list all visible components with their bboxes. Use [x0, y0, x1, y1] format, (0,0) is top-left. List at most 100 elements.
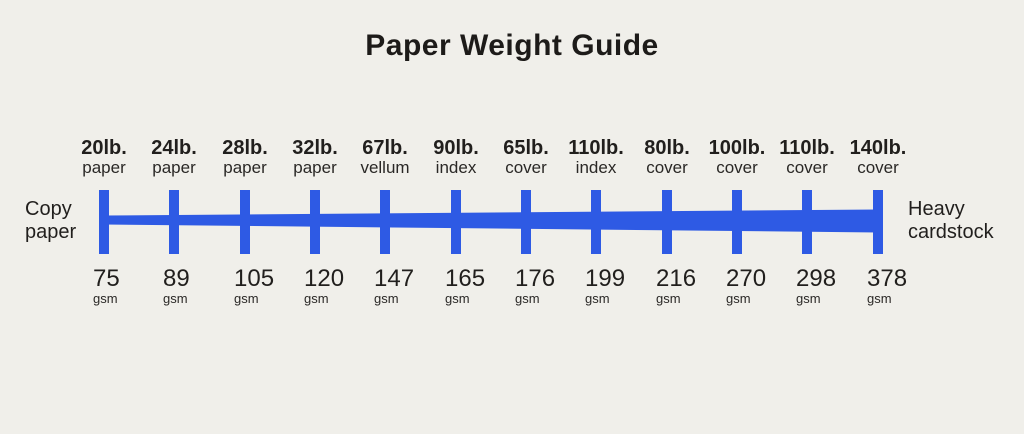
gsm-value: 165: [445, 265, 486, 292]
weight-label: 67lb. vellum: [335, 137, 435, 177]
weight-lb-label: 24lb.: [151, 137, 197, 159]
weight-lb-label: 28lb.: [222, 137, 268, 159]
tick-mark: [169, 190, 179, 254]
gsm-unit: gsm: [93, 291, 118, 306]
weight-type-label: cover: [786, 158, 828, 177]
gsm-label: 216 gsm: [656, 265, 696, 305]
weight-lb-label: 110lb.: [568, 137, 624, 159]
gsm-unit: gsm: [234, 291, 259, 306]
gsm-label: 176 gsm: [515, 265, 555, 305]
wedge-shape: [104, 209, 878, 233]
gsm-label: 270 gsm: [726, 265, 766, 305]
scale-start-label-line1: Copy: [25, 198, 72, 220]
weight-label: 32lb. paper: [265, 137, 365, 177]
scale-item: 110lb. cover 298 gsm: [757, 0, 857, 434]
gsm-label: 75 gsm: [93, 265, 120, 305]
gsm-unit: gsm: [445, 291, 470, 306]
gsm-value: 89: [163, 265, 190, 292]
weight-type-label: paper: [152, 158, 196, 177]
scale-item: 24lb. paper 89 gsm: [124, 0, 224, 434]
weight-type-label: cover: [505, 158, 547, 177]
gsm-value: 120: [304, 265, 345, 292]
weight-label: 20lb. paper: [54, 137, 154, 177]
weight-lb-label: 20lb.: [81, 137, 127, 159]
gsm-label: 120 gsm: [304, 265, 344, 305]
tick-mark: [99, 190, 109, 254]
scale-end-label-line2: cardstock: [908, 221, 994, 243]
weight-lb-label: 67lb.: [362, 137, 408, 159]
tick-mark: [240, 190, 250, 254]
weight-label: 65lb. cover: [476, 137, 576, 177]
weight-type-label: index: [435, 158, 477, 177]
weight-lb-label: 100lb.: [708, 137, 766, 159]
tick-mark: [873, 190, 883, 254]
weight-lb-label: 110lb.: [779, 137, 835, 159]
scale-item: 28lb. paper 105 gsm: [195, 0, 295, 434]
gsm-label: 147 gsm: [374, 265, 414, 305]
tick-mark: [591, 190, 601, 254]
gsm-label: 89 gsm: [163, 265, 190, 305]
weight-type-label: paper: [82, 158, 126, 177]
gsm-value: 147: [374, 265, 415, 292]
weight-lb-label: 90lb.: [433, 137, 479, 159]
gsm-unit: gsm: [163, 291, 188, 306]
weight-label: 110lb. cover: [757, 137, 857, 177]
scale-start-label-line2: paper: [25, 221, 77, 243]
gsm-value: 298: [796, 265, 837, 292]
scale-item: 110lb. index 199 gsm: [546, 0, 646, 434]
tick-mark: [451, 190, 461, 254]
gsm-label: 378 gsm: [867, 265, 907, 305]
weight-label: 24lb. paper: [124, 137, 224, 177]
weight-type-label: index: [575, 158, 617, 177]
weight-lb-label: 140lb.: [849, 137, 907, 159]
gsm-unit: gsm: [304, 291, 329, 306]
gsm-unit: gsm: [726, 291, 751, 306]
weight-lb-label: 32lb.: [292, 137, 338, 159]
gsm-unit: gsm: [515, 291, 540, 306]
weight-label: 110lb. index: [546, 137, 646, 177]
weight-lb-label: 80lb.: [644, 137, 690, 159]
gsm-value: 105: [234, 265, 275, 292]
scale-item: 20lb. paper 75 gsm: [54, 0, 154, 434]
gsm-value: 216: [656, 265, 697, 292]
gsm-value: 199: [585, 265, 626, 292]
gsm-label: 105 gsm: [234, 265, 274, 305]
gsm-value: 270: [726, 265, 767, 292]
weight-label: 100lb. cover: [687, 137, 787, 177]
scale-item: 100lb. cover 270 gsm: [687, 0, 787, 434]
weight-label: 90lb. index: [406, 137, 506, 177]
gsm-unit: gsm: [796, 291, 821, 306]
weight-type-label: cover: [716, 158, 758, 177]
scale-start-label: Copy paper: [25, 198, 76, 244]
tick-mark: [732, 190, 742, 254]
scale-item: 67lb. vellum 147 gsm: [335, 0, 435, 434]
weight-label: 80lb. cover: [617, 137, 717, 177]
tick-mark: [380, 190, 390, 254]
weight-lb-label: 65lb.: [503, 137, 549, 159]
scale-end-label: Heavy cardstock: [908, 198, 994, 244]
gsm-label: 298 gsm: [796, 265, 836, 305]
gsm-value: 378: [867, 265, 908, 292]
tick-mark: [802, 190, 812, 254]
scale-end-label-line1: Heavy: [908, 198, 965, 220]
scale-item: 32lb. paper 120 gsm: [265, 0, 365, 434]
weight-type-label: paper: [293, 158, 337, 177]
weight-type-label: vellum: [360, 158, 410, 177]
weight-type-label: paper: [223, 158, 267, 177]
scale-item: 65lb. cover 176 gsm: [476, 0, 576, 434]
scale-item: 90lb. index 165 gsm: [406, 0, 506, 434]
weight-label: 140lb. cover: [828, 137, 928, 177]
gsm-unit: gsm: [656, 291, 681, 306]
gsm-unit: gsm: [585, 291, 610, 306]
page-title: Paper Weight Guide: [365, 29, 659, 62]
scale-item: 80lb. cover 216 gsm: [617, 0, 717, 434]
weight-type-label: cover: [646, 158, 688, 177]
tick-mark: [662, 190, 672, 254]
weight-type-label: cover: [857, 158, 899, 177]
scale-item: 140lb. cover 378 gsm: [828, 0, 928, 434]
tick-mark: [521, 190, 531, 254]
weight-label: 28lb. paper: [195, 137, 295, 177]
tick-mark: [310, 190, 320, 254]
